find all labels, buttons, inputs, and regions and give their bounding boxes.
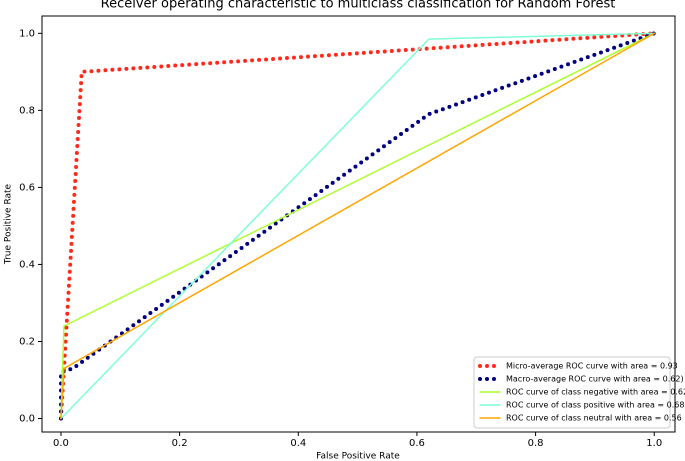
x-tick-label: 0.8: [528, 438, 544, 449]
x-tick-label: 0.6: [409, 438, 425, 449]
x-tick-label: 1.0: [646, 438, 662, 449]
plot-frame: [41, 15, 676, 433]
y-tick-label: 0.0: [19, 414, 35, 425]
roc-line: [60, 32, 655, 420]
y-tick-label: 1.0: [19, 28, 35, 39]
legend-label: Micro-average ROC curve with area = 0.93: [506, 362, 678, 371]
legend-label: ROC curve of class positive with area = …: [506, 401, 684, 410]
x-tick-label: 0.0: [53, 438, 69, 449]
x-axis-label: False Positive Rate: [316, 452, 400, 461]
y-axis-label: True Positive Rate: [4, 183, 14, 265]
roc-line: [60, 32, 655, 420]
legend-box: [473, 356, 671, 429]
x-tick-label: 0.2: [172, 438, 188, 449]
roc-line: [60, 32, 655, 420]
y-tick-label: 0.4: [19, 259, 35, 270]
chart-title: Receiver operating characteristic to mul…: [101, 0, 616, 12]
x-tick-label: 0.4: [290, 438, 306, 449]
y-tick-label: 0.8: [19, 105, 35, 116]
legend-label: Macro-average ROC curve with area = 0.62…: [506, 375, 684, 384]
legend-label: ROC curve of class neutral with area = 0…: [506, 414, 682, 423]
roc-line: [58, 31, 657, 421]
y-tick-label: 0.2: [19, 336, 35, 347]
legend-label: ROC curve of class negative with area = …: [506, 388, 685, 397]
roc-line: [58, 31, 657, 421]
y-tick-label: 0.6: [19, 182, 35, 193]
